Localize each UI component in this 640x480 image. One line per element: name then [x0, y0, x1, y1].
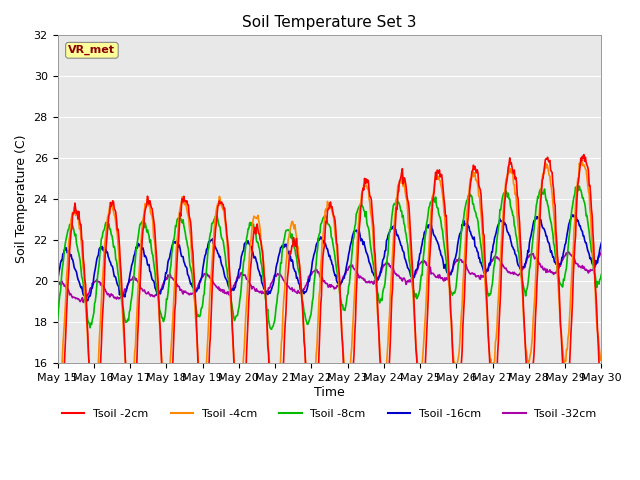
Tsoil -32cm	[396, 276, 404, 281]
Tsoil -8cm	[396, 204, 404, 210]
Tsoil -8cm	[120, 306, 127, 312]
Tsoil -8cm	[175, 215, 182, 221]
Tsoil -4cm	[577, 158, 585, 164]
Tsoil -16cm	[396, 240, 404, 245]
Tsoil -16cm	[63, 250, 71, 256]
Tsoil -4cm	[271, 422, 278, 428]
Tsoil -8cm	[63, 230, 71, 236]
Tsoil -32cm	[204, 273, 212, 279]
Line: Tsoil -4cm: Tsoil -4cm	[58, 161, 601, 425]
Tsoil -2cm	[396, 177, 404, 183]
Tsoil -8cm	[268, 326, 275, 332]
Tsoil -2cm	[597, 381, 605, 386]
Tsoil -8cm	[574, 183, 582, 189]
Tsoil -32cm	[63, 286, 71, 292]
Tsoil -16cm	[84, 298, 92, 303]
Tsoil -16cm	[412, 267, 420, 273]
Tsoil -32cm	[412, 271, 420, 276]
Tsoil -32cm	[564, 249, 572, 254]
Tsoil -4cm	[63, 264, 71, 270]
Tsoil -8cm	[412, 291, 420, 297]
Tsoil -32cm	[120, 288, 128, 294]
Tsoil -4cm	[54, 409, 61, 415]
Tsoil -8cm	[597, 272, 605, 277]
Line: Tsoil -2cm: Tsoil -2cm	[58, 155, 601, 480]
Tsoil -8cm	[54, 318, 61, 324]
Tsoil -8cm	[204, 258, 211, 264]
Tsoil -4cm	[412, 344, 420, 350]
Tsoil -2cm	[54, 437, 61, 443]
Legend: Tsoil -2cm, Tsoil -4cm, Tsoil -8cm, Tsoil -16cm, Tsoil -32cm: Tsoil -2cm, Tsoil -4cm, Tsoil -8cm, Tsoi…	[58, 404, 601, 423]
Tsoil -4cm	[204, 345, 211, 351]
Tsoil -2cm	[175, 239, 182, 244]
Line: Tsoil -16cm: Tsoil -16cm	[58, 215, 601, 300]
Tsoil -16cm	[204, 242, 212, 248]
Tsoil -2cm	[412, 347, 420, 352]
Tsoil -2cm	[120, 310, 127, 316]
Tsoil -4cm	[396, 180, 404, 186]
Tsoil -16cm	[572, 212, 579, 217]
Title: Soil Temperature Set 3: Soil Temperature Set 3	[242, 15, 417, 30]
Tsoil -32cm	[79, 300, 87, 305]
Tsoil -2cm	[63, 294, 71, 300]
Text: VR_met: VR_met	[68, 45, 115, 55]
X-axis label: Time: Time	[314, 385, 345, 398]
Tsoil -16cm	[175, 242, 183, 248]
Tsoil -32cm	[175, 284, 183, 289]
Tsoil -16cm	[120, 292, 128, 298]
Tsoil -4cm	[175, 222, 182, 228]
Line: Tsoil -8cm: Tsoil -8cm	[58, 186, 601, 329]
Tsoil -16cm	[54, 276, 61, 281]
Line: Tsoil -32cm: Tsoil -32cm	[58, 252, 601, 302]
Tsoil -16cm	[597, 240, 605, 246]
Y-axis label: Soil Temperature (C): Soil Temperature (C)	[15, 135, 28, 264]
Tsoil -2cm	[204, 395, 211, 400]
Tsoil -4cm	[597, 357, 605, 362]
Tsoil -2cm	[580, 152, 588, 157]
Tsoil -32cm	[597, 250, 605, 255]
Tsoil -32cm	[54, 280, 61, 286]
Tsoil -4cm	[120, 326, 127, 332]
